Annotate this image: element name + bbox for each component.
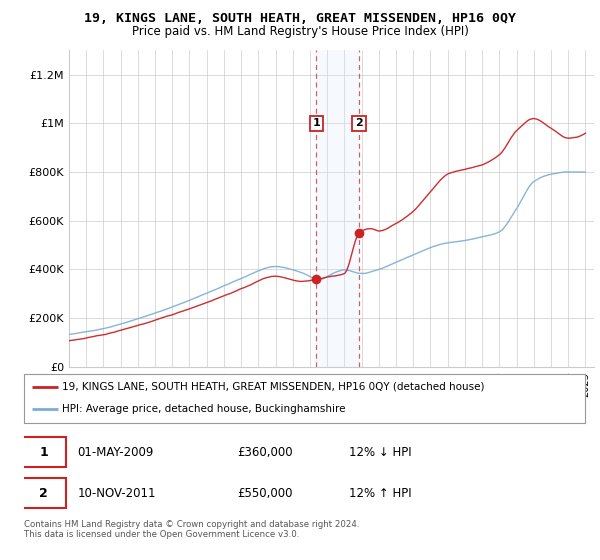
Text: Price paid vs. HM Land Registry's House Price Index (HPI): Price paid vs. HM Land Registry's House … (131, 25, 469, 38)
Text: 19, KINGS LANE, SOUTH HEATH, GREAT MISSENDEN, HP16 0QY: 19, KINGS LANE, SOUTH HEATH, GREAT MISSE… (84, 12, 516, 25)
Text: 19, KINGS LANE, SOUTH HEATH, GREAT MISSENDEN, HP16 0QY (detached house): 19, KINGS LANE, SOUTH HEATH, GREAT MISSE… (62, 382, 485, 392)
Text: 12% ↓ HPI: 12% ↓ HPI (349, 446, 412, 459)
Text: £550,000: £550,000 (237, 487, 293, 500)
Bar (316, 50, 359, 367)
Text: 2: 2 (39, 487, 48, 500)
Text: 1: 1 (313, 118, 320, 128)
Text: 1: 1 (39, 446, 48, 459)
FancyBboxPatch shape (21, 437, 66, 467)
Text: 01-MAY-2009: 01-MAY-2009 (77, 446, 154, 459)
Text: HPI: Average price, detached house, Buckinghamshire: HPI: Average price, detached house, Buck… (62, 404, 346, 414)
Text: £360,000: £360,000 (237, 446, 293, 459)
FancyBboxPatch shape (21, 478, 66, 508)
Text: 10-NOV-2011: 10-NOV-2011 (77, 487, 156, 500)
Text: 2: 2 (355, 118, 363, 128)
Text: 12% ↑ HPI: 12% ↑ HPI (349, 487, 412, 500)
Text: Contains HM Land Registry data © Crown copyright and database right 2024.
This d: Contains HM Land Registry data © Crown c… (24, 520, 359, 539)
